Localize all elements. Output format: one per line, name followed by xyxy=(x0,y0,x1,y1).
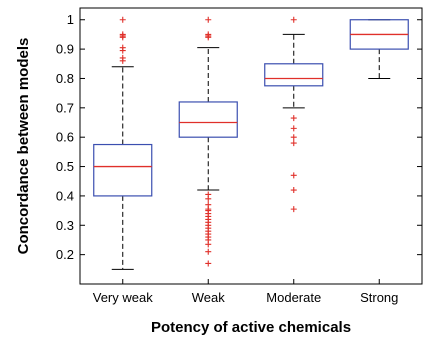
x-tick-label: Weak xyxy=(192,290,225,305)
outlier-point xyxy=(290,172,297,179)
outlier-point xyxy=(205,241,212,248)
y-tick-label: 0.8 xyxy=(56,71,74,86)
y-axis-title: Concordance between models xyxy=(15,38,32,255)
y-tick-label: 0.7 xyxy=(56,100,74,115)
y-tick-label: 0.6 xyxy=(56,130,74,145)
outlier-point xyxy=(119,47,126,54)
x-axis: Very weak Weak Moderate Strong xyxy=(93,279,398,305)
y-tick-label: 1 xyxy=(67,12,74,27)
outlier-point xyxy=(119,16,126,23)
iqr-box xyxy=(178,101,238,138)
outlier-point xyxy=(290,206,297,213)
outlier-point xyxy=(119,34,126,41)
box-weak xyxy=(178,16,238,267)
outlier-point xyxy=(290,187,297,194)
x-axis-title: Potency of active chemicals xyxy=(151,319,351,336)
iqr-box xyxy=(264,63,324,87)
iqr-box xyxy=(93,143,153,197)
outlier-point xyxy=(205,16,212,23)
y-tick-label: 0.2 xyxy=(56,247,74,262)
outlier-point xyxy=(119,57,126,64)
outlier-point xyxy=(290,140,297,147)
boxes-group xyxy=(93,16,409,270)
y-tick-label: 0.4 xyxy=(56,188,74,203)
x-tick-label: Moderate xyxy=(266,290,321,305)
x-tick-label: Very weak xyxy=(93,290,153,305)
outlier-point xyxy=(290,16,297,23)
box-strong xyxy=(349,19,409,79)
outlier-point xyxy=(290,115,297,122)
outlier-point xyxy=(205,248,212,255)
x-tick-label: Strong xyxy=(360,290,398,305)
outlier-point xyxy=(290,134,297,141)
y-tick-label: 0.3 xyxy=(56,218,74,233)
box-moderate xyxy=(264,16,324,213)
outlier-point xyxy=(205,260,212,267)
outlier-point xyxy=(205,34,212,41)
y-tick-label: 0.5 xyxy=(56,159,74,174)
box-very-weak xyxy=(93,16,153,270)
outlier-point xyxy=(290,125,297,132)
outlier-point xyxy=(205,195,212,202)
y-tick-label: 0.9 xyxy=(56,42,74,57)
plot-frame xyxy=(79,7,423,285)
y-axis: 0.2 0.3 0.4 0.5 0.6 0.7 0.8 0.9 1 xyxy=(56,12,422,262)
